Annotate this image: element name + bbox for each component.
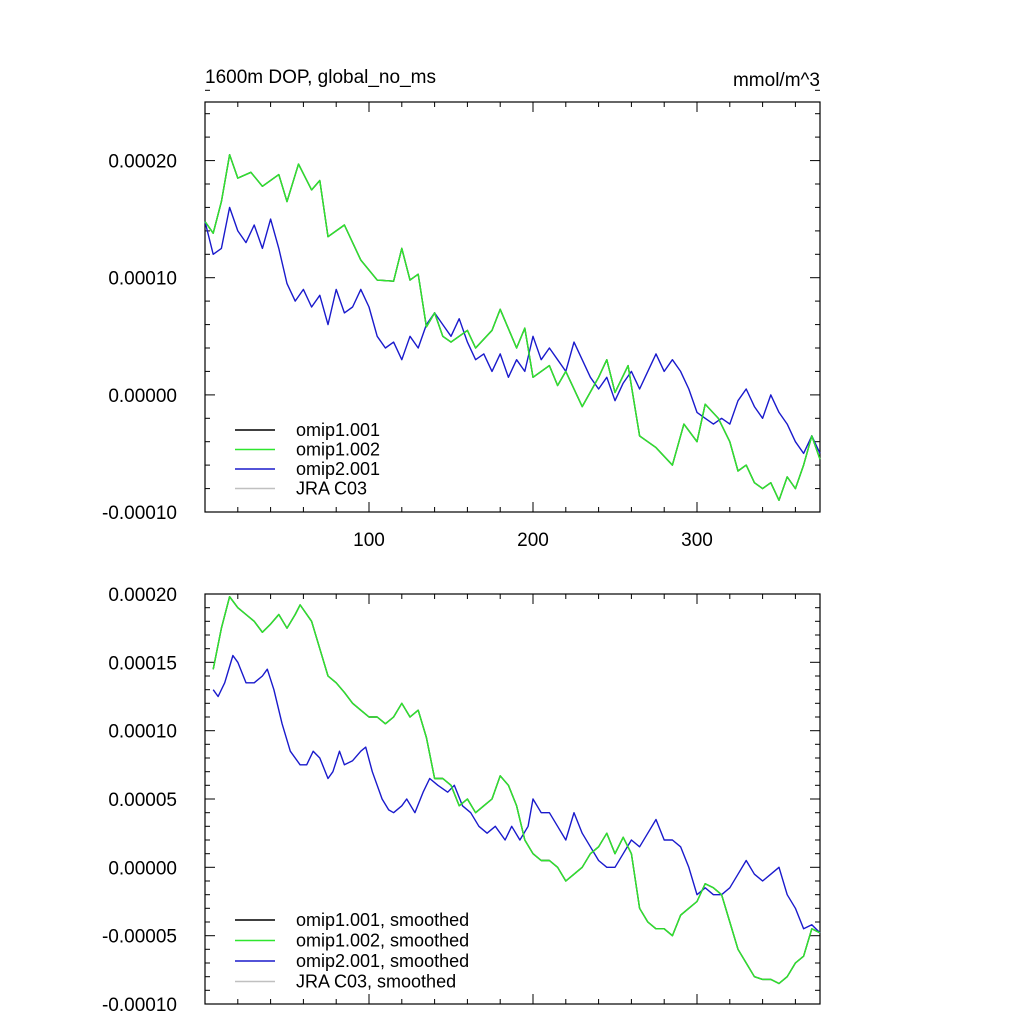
y-tick-label: 0.00015 xyxy=(108,653,177,674)
y-tick-label: 0.00000 xyxy=(108,858,177,879)
chart-units-top: mmol/m^3 xyxy=(733,70,820,91)
x-tick-label: 100 xyxy=(353,530,385,551)
legend-label: omip2.001 xyxy=(296,459,380,479)
y-ticks-top: -0.00010 0.00000 0.00010 0.00020 xyxy=(102,89,820,524)
y-tick-label: 0.00020 xyxy=(108,585,177,606)
series-line-omip2-001 xyxy=(204,206,821,455)
series-line-omip2-001-smoothed xyxy=(212,654,821,934)
series-line-omip1-002 xyxy=(204,154,821,501)
x-tick-label: 300 xyxy=(681,530,713,551)
y-tick-label: 0.00010 xyxy=(108,269,177,290)
x-tick-label: 200 xyxy=(517,530,549,551)
x-ticks-top: 100 200 300 xyxy=(237,102,796,551)
y-ticks-bottom: -0.00010 -0.00005 0.00000 0.00005 0.00010 0.0… xyxy=(102,585,820,1016)
legend-label: omip2.001, smoothed xyxy=(296,951,469,971)
chart-title-top: 1600m DOP, global_no_ms xyxy=(205,67,436,88)
series-group-bottom xyxy=(212,596,821,985)
y-tick-label: -0.00010 xyxy=(102,995,177,1016)
legend-label: omip1.002, smoothed xyxy=(296,931,469,951)
series-line-omip1-002-smoothed xyxy=(212,596,821,985)
y-tick-label: 0.00010 xyxy=(108,722,177,743)
y-tick-label: -0.00005 xyxy=(102,927,177,948)
series-group-top xyxy=(204,154,821,501)
x-ticks-bottom xyxy=(237,594,796,1004)
panel-bottom: -0.00010 -0.00005 0.00000 0.00005 0.00010 0.0… xyxy=(102,585,821,1016)
y-tick-label: -0.00010 xyxy=(102,503,177,524)
legend-label: JRA C03, smoothed xyxy=(296,972,456,992)
y-tick-label: 0.00005 xyxy=(108,790,177,811)
legend-label: omip1.001 xyxy=(296,420,380,440)
legend-label: omip1.002 xyxy=(296,440,380,460)
legend-label: omip1.001, smoothed xyxy=(296,910,469,930)
y-tick-label: 0.00020 xyxy=(108,152,177,173)
legend-label: JRA C03 xyxy=(296,479,367,499)
plot-frame-top xyxy=(204,101,821,513)
panel-top: 1600m DOP, global_no_ms mmol/m^3 100 200 3… xyxy=(102,67,821,551)
y-tick-label: 0.00000 xyxy=(108,386,177,407)
